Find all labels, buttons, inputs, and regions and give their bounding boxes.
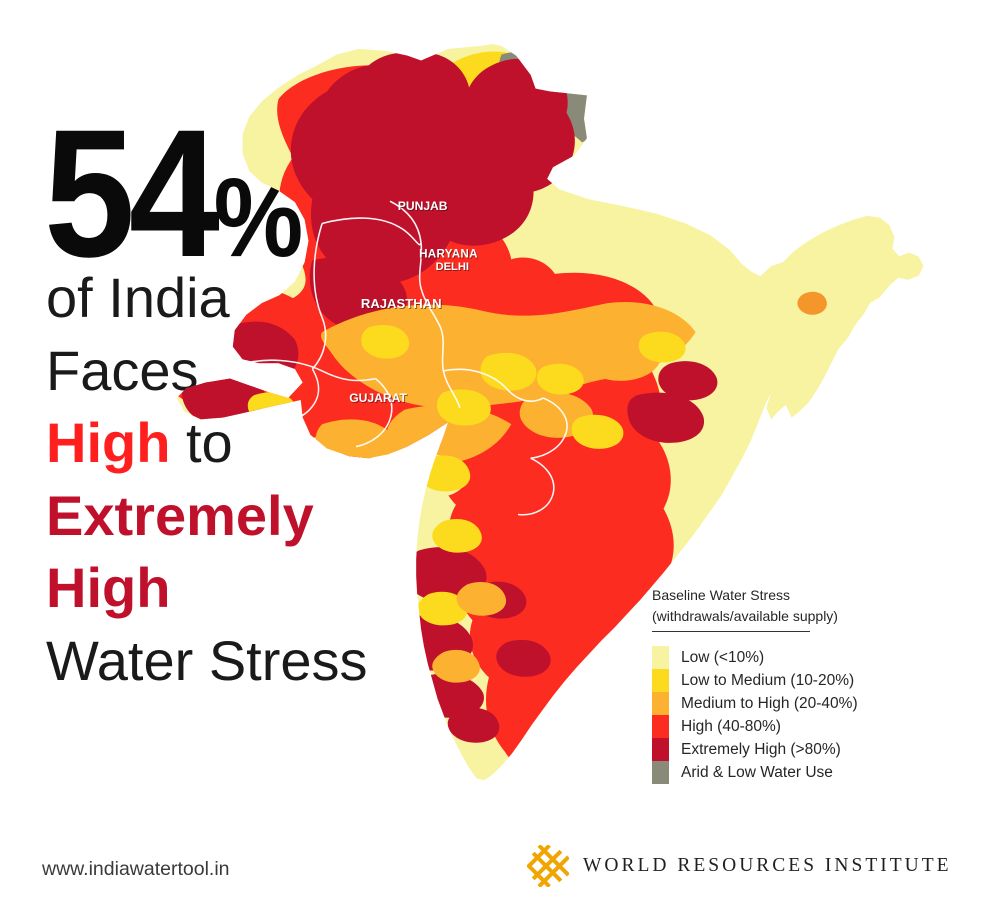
svg-text:DELHI: DELHI bbox=[436, 261, 469, 273]
svg-text:PUNJAB: PUNJAB bbox=[398, 199, 448, 213]
svg-text:HARYANA: HARYANA bbox=[419, 247, 478, 260]
svg-text:GUJARAT: GUJARAT bbox=[349, 391, 407, 405]
svg-text:RAJASTHAN: RAJASTHAN bbox=[361, 296, 442, 311]
